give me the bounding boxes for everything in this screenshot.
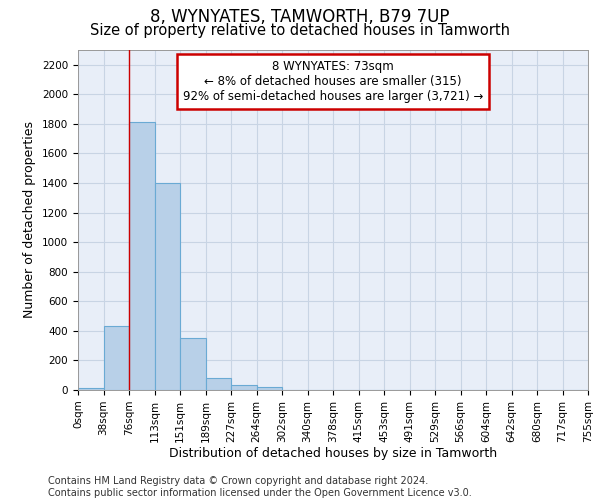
- Bar: [104, 326, 129, 390]
- Text: Contains HM Land Registry data © Crown copyright and database right 2024.
Contai: Contains HM Land Registry data © Crown c…: [48, 476, 472, 498]
- Bar: [205, 378, 231, 390]
- Text: 8 WYNYATES: 73sqm
← 8% of detached houses are smaller (315)
92% of semi-detached: 8 WYNYATES: 73sqm ← 8% of detached house…: [183, 60, 483, 103]
- Text: Size of property relative to detached houses in Tamworth: Size of property relative to detached ho…: [90, 22, 510, 38]
- Bar: [155, 183, 180, 390]
- Y-axis label: Number of detached properties: Number of detached properties: [23, 122, 37, 318]
- Bar: [257, 387, 282, 390]
- Bar: [129, 122, 155, 390]
- Bar: [180, 338, 205, 390]
- Bar: [231, 385, 257, 390]
- Text: 8, WYNYATES, TAMWORTH, B79 7UP: 8, WYNYATES, TAMWORTH, B79 7UP: [150, 8, 450, 26]
- X-axis label: Distribution of detached houses by size in Tamworth: Distribution of detached houses by size …: [169, 448, 497, 460]
- Bar: [78, 388, 104, 390]
